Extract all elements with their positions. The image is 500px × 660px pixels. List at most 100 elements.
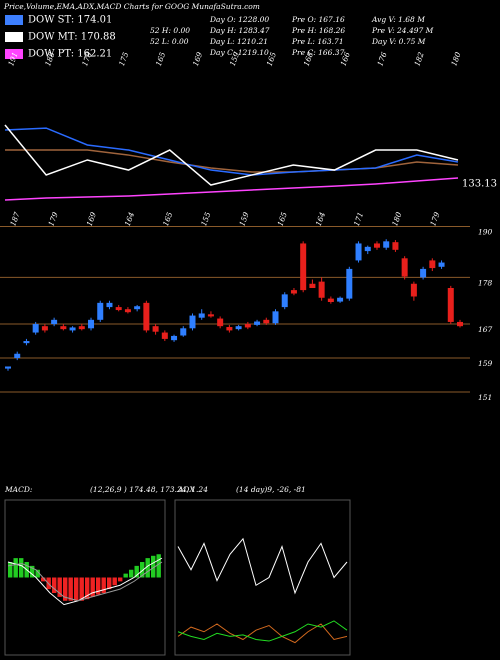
candle-body — [309, 283, 316, 288]
candle-body — [281, 294, 288, 308]
y-tick-label: 159 — [478, 359, 493, 368]
candle-body — [60, 326, 67, 330]
candle-body — [217, 318, 224, 327]
stat: Day V: 0.75 M — [371, 37, 426, 46]
histogram-bar — [85, 577, 90, 600]
stat: Day O: 1228.00 — [209, 15, 269, 24]
candle-body — [152, 326, 159, 332]
candle-body — [23, 341, 30, 344]
legend-label: DOW ST: 174.01 — [28, 15, 112, 26]
stat: Pre V: 24.497 M — [371, 26, 434, 35]
histogram-bar — [13, 558, 18, 578]
histogram-bar — [140, 562, 145, 578]
series-line — [7, 561, 163, 602]
stat: Pre L: 163.71 — [291, 37, 344, 46]
candle-body — [180, 328, 187, 336]
candle-body — [161, 332, 168, 339]
adx-frame — [174, 499, 351, 656]
stat: Pre O: 167.16 — [291, 15, 345, 24]
histogram-bar — [101, 577, 106, 593]
histogram-bar — [96, 577, 101, 595]
candle-body — [364, 246, 371, 252]
candle-body — [346, 268, 353, 299]
panel-subtitle: (12,26,9 ) 174.48, 173.24, 1.24 — [90, 485, 208, 494]
stat: 52 L: 0.00 — [150, 37, 189, 46]
histogram-bar — [129, 569, 134, 578]
candle-body — [5, 366, 11, 369]
candle-body — [189, 315, 196, 329]
histogram-bar — [112, 577, 117, 586]
panel-title: ADX — [177, 485, 195, 494]
histogram-bar — [79, 577, 84, 601]
histogram-bar — [156, 554, 161, 578]
candle-body — [198, 313, 205, 318]
legend-swatch — [5, 15, 23, 25]
candle-body — [337, 297, 344, 302]
candle-body — [69, 327, 76, 331]
candle-body — [14, 353, 21, 358]
histogram-bar — [90, 577, 95, 597]
candle-body — [420, 268, 427, 278]
histogram-bar — [19, 558, 24, 578]
histogram-bar — [118, 577, 123, 582]
series-line — [4, 127, 459, 176]
series-line — [177, 537, 348, 595]
histogram-bar — [107, 577, 112, 590]
legend-label: DOW PT: 162.21 — [28, 49, 112, 60]
candle-body — [290, 290, 297, 294]
candle-body — [355, 243, 362, 261]
candle-body — [254, 321, 261, 325]
stat: Day L: 1210.21 — [209, 37, 268, 46]
legend-swatch — [5, 32, 23, 42]
candle-body — [244, 324, 251, 328]
series-line — [5, 149, 459, 173]
stat: Day H: 1283.47 — [209, 26, 270, 35]
candle-body — [383, 241, 390, 248]
candle-body — [207, 314, 214, 317]
candle-body — [300, 243, 307, 291]
histogram-bar — [63, 577, 68, 601]
candle-body — [263, 319, 270, 324]
candle-body — [429, 260, 436, 269]
candle-body — [447, 288, 454, 322]
candle-body — [226, 327, 233, 331]
candle-body — [134, 306, 141, 310]
candle-body — [78, 326, 85, 330]
stat: Pre C: 166.37 — [291, 48, 345, 57]
histogram-bar — [134, 565, 139, 578]
candle-body — [32, 324, 39, 333]
histogram-bar — [35, 569, 40, 578]
candle-body — [143, 302, 150, 331]
stat: Pre H: 168.26 — [291, 26, 345, 35]
y-tick-label: 178 — [478, 278, 493, 287]
candle-body — [318, 281, 325, 298]
stat: Avg V: 1.68 M — [371, 15, 425, 24]
candle-body — [51, 319, 58, 325]
series-line — [177, 620, 348, 642]
histogram-bar — [57, 577, 62, 597]
candle-body — [235, 326, 242, 330]
candle-body — [106, 302, 113, 308]
candle-body — [88, 319, 95, 329]
candle-body — [410, 283, 417, 297]
candle-body — [438, 262, 445, 267]
candle-body — [373, 243, 380, 248]
histogram-bar — [68, 577, 73, 601]
candle-body — [457, 321, 463, 327]
histogram-bar — [52, 577, 57, 593]
end-label: 133.13 — [462, 179, 497, 190]
histogram-bar — [151, 555, 156, 578]
series-line — [7, 557, 163, 606]
histogram-bar — [123, 573, 128, 578]
candle-body — [97, 302, 104, 320]
candle-body — [124, 309, 131, 313]
histogram-bar — [30, 565, 35, 578]
chart-title: Price,Volume,EMA,ADX,MACD Charts for GOO… — [3, 2, 260, 11]
histogram-bar — [8, 562, 13, 578]
series-line — [4, 177, 459, 201]
histogram-bar — [145, 558, 150, 578]
candle-body — [115, 307, 122, 311]
candle-body — [392, 242, 399, 250]
y-tick-label: 151 — [478, 393, 492, 402]
stat: 52 H: 0.00 — [150, 26, 190, 35]
